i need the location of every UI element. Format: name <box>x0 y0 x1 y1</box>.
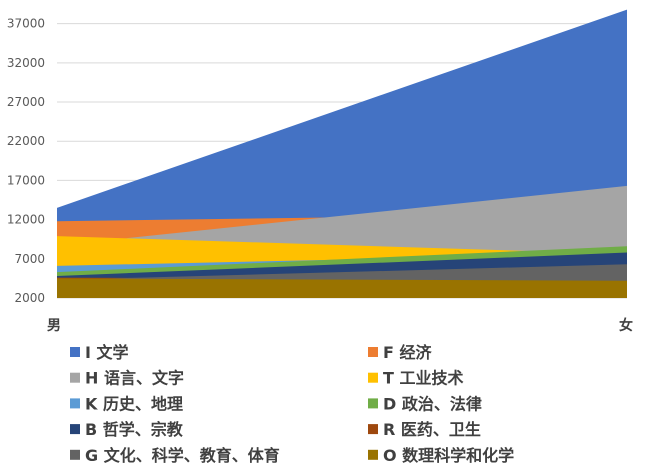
legend-label: I 文学 <box>85 343 129 362</box>
legend-swatch <box>70 424 80 435</box>
x-tick-label: 男 <box>47 318 61 334</box>
area-series <box>57 278 627 298</box>
y-tick-label: 27000 <box>7 95 45 109</box>
legend-swatch <box>70 398 80 409</box>
legend-label: D 政治、法律 <box>383 394 482 413</box>
legend-swatch <box>368 424 378 435</box>
y-tick-label: 37000 <box>7 17 45 31</box>
y-tick-label: 32000 <box>7 56 45 70</box>
legend-swatch <box>70 372 80 383</box>
legend-label: K 历史、地理 <box>85 394 183 413</box>
legend-label: F 经济 <box>383 343 433 362</box>
legend-swatch <box>368 449 378 460</box>
y-tick-label: 2000 <box>14 291 45 305</box>
legend-swatch <box>368 372 378 383</box>
legend-label: O 数理科学和化学 <box>383 446 514 465</box>
y-tick-label: 7000 <box>14 252 45 266</box>
legend-label: B 哲学、宗教 <box>85 420 184 439</box>
y-tick-label: 17000 <box>7 173 45 187</box>
legend-swatch <box>368 398 378 409</box>
legend-swatch <box>368 347 378 357</box>
legend-label: G 文化、科学、教育、体育 <box>85 446 280 465</box>
legend-swatch <box>70 347 80 357</box>
y-tick-label: 12000 <box>7 213 45 227</box>
legend-label: T 工业技术 <box>383 369 464 388</box>
y-tick-label: 22000 <box>7 134 45 148</box>
x-tick-label: 女 <box>619 317 633 334</box>
legend-label: R 医药、卫生 <box>383 420 481 439</box>
legend-swatch <box>70 449 80 460</box>
legend-label: H 语言、文字 <box>85 369 184 388</box>
